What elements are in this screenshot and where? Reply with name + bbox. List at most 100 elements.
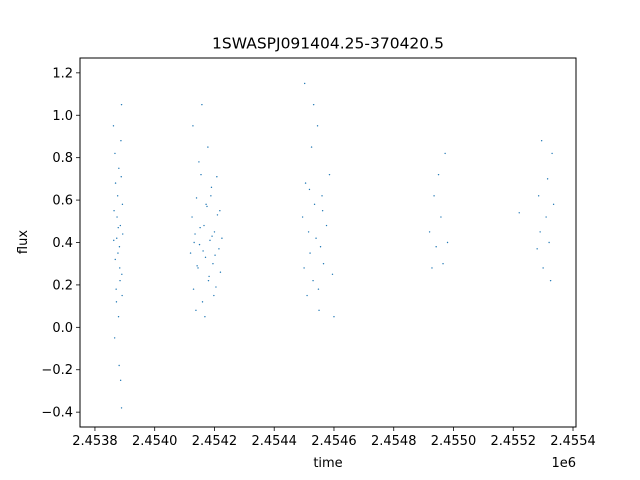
data-point xyxy=(116,237,118,239)
data-point xyxy=(548,241,550,244)
data-point xyxy=(307,231,310,233)
data-point xyxy=(518,212,520,214)
data-point xyxy=(552,203,555,206)
data-point xyxy=(536,248,538,250)
data-point xyxy=(212,263,214,265)
data-point xyxy=(196,265,198,267)
data-point xyxy=(201,301,204,303)
data-point xyxy=(119,279,121,282)
x-tick-label: 2.4542 xyxy=(192,434,238,449)
data-point xyxy=(219,209,221,212)
y-tick-label: 0.8 xyxy=(52,151,73,166)
data-point xyxy=(219,271,222,273)
x-tick-label: 2.4546 xyxy=(311,434,357,449)
data-point xyxy=(120,103,123,106)
data-point xyxy=(203,224,205,227)
data-point xyxy=(193,241,195,244)
data-point xyxy=(206,205,208,208)
data-point xyxy=(117,316,120,318)
x-axis-offset-label: 1e6 xyxy=(551,456,576,471)
data-point xyxy=(207,146,209,148)
data-point xyxy=(120,176,122,178)
data-point xyxy=(119,267,121,269)
data-point xyxy=(322,263,325,265)
data-point xyxy=(317,288,320,290)
data-point xyxy=(121,203,124,206)
data-point xyxy=(540,140,543,142)
plot-frame xyxy=(79,57,577,428)
data-point xyxy=(189,252,192,254)
data-point xyxy=(210,186,213,189)
data-point xyxy=(308,188,311,191)
data-point xyxy=(208,275,210,278)
data-point xyxy=(321,195,323,197)
data-point xyxy=(204,316,206,318)
data-point xyxy=(120,407,123,409)
data-point xyxy=(192,125,194,127)
data-point xyxy=(309,252,311,254)
data-point xyxy=(121,273,123,276)
data-point xyxy=(116,216,118,218)
x-tick-label: 2.4538 xyxy=(72,434,118,449)
data-point xyxy=(316,125,319,127)
data-point xyxy=(440,216,442,218)
data-point xyxy=(444,152,446,155)
data-point xyxy=(117,226,119,229)
data-point xyxy=(213,231,216,233)
data-point xyxy=(119,379,122,382)
data-point xyxy=(435,246,437,248)
data-point xyxy=(121,294,123,297)
data-point xyxy=(115,288,117,290)
x-axis-ticks: 2.4538 2.4540 2.4542 2.4544 2.4546 2.4548 2.45… xyxy=(72,427,596,449)
data-point xyxy=(114,182,117,184)
data-point xyxy=(120,140,122,142)
data-point xyxy=(315,237,317,239)
data-point xyxy=(210,195,212,197)
data-point xyxy=(431,267,433,269)
y-tick-label: 1.0 xyxy=(52,109,73,124)
y-tick-label: 0.4 xyxy=(52,236,73,251)
data-point xyxy=(312,279,314,282)
data-point xyxy=(118,246,121,248)
x-tick-label: 2.4550 xyxy=(431,434,477,449)
data-point xyxy=(114,152,116,155)
data-point xyxy=(204,256,207,259)
y-axis-ticks: −0.4 −0.2 0.0 0.2 0.4 0.6 0.8 1.0 1.2 xyxy=(41,66,80,421)
data-point xyxy=(539,231,541,233)
data-point xyxy=(198,243,201,246)
data-point xyxy=(202,250,204,252)
y-axis-label: flux xyxy=(16,230,31,254)
y-tick-label: 1.2 xyxy=(52,66,73,81)
data-point xyxy=(112,125,115,127)
data-point xyxy=(328,173,331,176)
y-tick-label: 0.6 xyxy=(52,194,73,209)
x-tick-label: 2.4540 xyxy=(132,434,178,449)
data-point xyxy=(304,182,307,184)
data-point xyxy=(114,258,116,261)
data-point xyxy=(319,246,322,248)
data-point xyxy=(446,241,449,244)
y-tick-label: 0.0 xyxy=(52,321,73,336)
data-point xyxy=(542,267,544,269)
data-point xyxy=(116,195,119,197)
data-point xyxy=(216,176,218,178)
data-point xyxy=(117,252,119,254)
data-point xyxy=(113,337,116,339)
data-point xyxy=(549,279,552,282)
data-point xyxy=(545,216,547,218)
data-point xyxy=(113,239,115,242)
x-tick-label: 2.4554 xyxy=(550,434,596,449)
x-tick-label: 2.4548 xyxy=(371,434,417,449)
data-point xyxy=(301,216,304,218)
data-point xyxy=(321,209,324,212)
data-point xyxy=(195,309,197,312)
data-point xyxy=(194,233,196,235)
x-axis-label: time xyxy=(313,456,342,471)
data-point xyxy=(218,248,220,250)
data-point xyxy=(437,173,440,176)
data-point xyxy=(310,146,313,148)
data-point xyxy=(207,279,210,282)
data-point xyxy=(118,364,120,367)
data-point xyxy=(546,178,549,180)
data-point xyxy=(199,226,201,229)
